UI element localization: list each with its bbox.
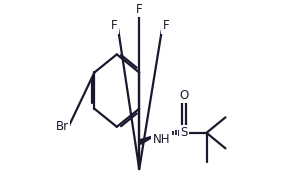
Text: Br: Br: [55, 120, 69, 133]
Text: F: F: [111, 19, 118, 32]
Text: S: S: [181, 126, 188, 139]
Text: NH: NH: [153, 133, 171, 146]
Text: O: O: [179, 89, 189, 102]
Text: F: F: [163, 19, 169, 32]
Text: F: F: [136, 3, 143, 15]
Polygon shape: [138, 133, 162, 145]
